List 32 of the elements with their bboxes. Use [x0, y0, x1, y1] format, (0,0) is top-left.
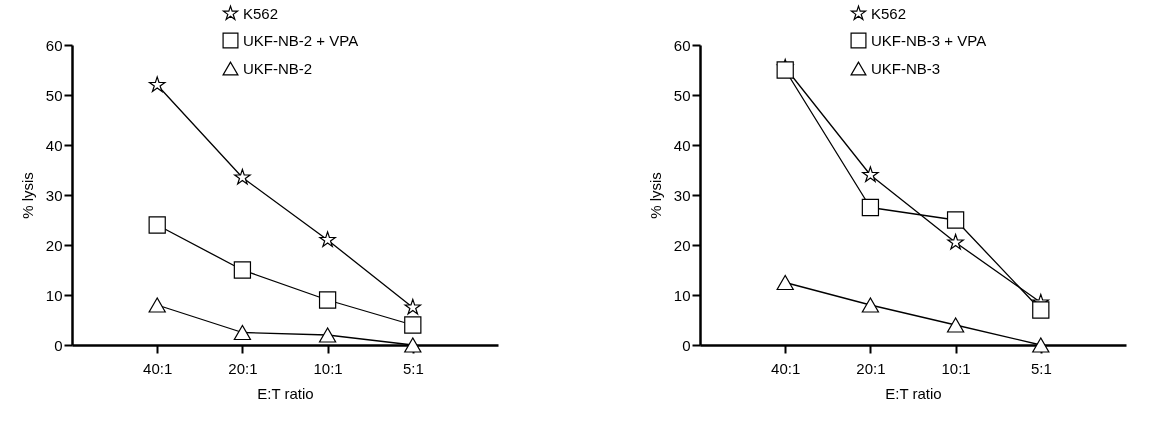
y-axis-title: % lysis — [646, 172, 664, 219]
x-tick-label: 40:1 — [771, 359, 801, 377]
y-tick-label: 0 — [682, 336, 691, 354]
y-tick-label: 20 — [673, 236, 691, 254]
x-tick-label: 20:1 — [228, 359, 258, 377]
x-axis-title: E:T ratio — [257, 384, 314, 402]
y-tick-label: 10 — [45, 286, 63, 304]
y-tick-label: 10 — [673, 286, 691, 304]
y-tick-label: 50 — [673, 86, 691, 104]
y-tick-label: 30 — [45, 186, 63, 204]
legend-label: UKF-NB-2 + VPA — [243, 31, 359, 49]
legend-label: K562 — [243, 4, 279, 22]
x-tick-label: 10:1 — [313, 359, 343, 377]
y-tick-label: 20 — [45, 236, 63, 254]
y-tick-label: 0 — [54, 336, 63, 354]
x-tick-label: 40:1 — [143, 359, 173, 377]
legend-label: UKF-NB-3 + VPA — [871, 31, 987, 49]
legend-label: K562 — [871, 4, 907, 22]
y-tick-label: 60 — [673, 36, 691, 54]
y-axis-title: % lysis — [18, 172, 36, 219]
legend-label: UKF-NB-3 — [871, 59, 941, 77]
x-tick-label: 5:1 — [1030, 359, 1052, 377]
y-tick-label: 40 — [45, 136, 63, 154]
y-tick-label: 60 — [45, 36, 63, 54]
x-axis-title: E:T ratio — [885, 384, 942, 402]
x-tick-label: 20:1 — [856, 359, 886, 377]
y-tick-label: 30 — [673, 186, 691, 204]
y-tick-label: 40 — [673, 136, 691, 154]
x-tick-label: 10:1 — [941, 359, 971, 377]
legend-label: UKF-NB-2 — [243, 59, 313, 77]
y-tick-label: 50 — [45, 86, 63, 104]
x-tick-label: 5:1 — [402, 359, 424, 377]
